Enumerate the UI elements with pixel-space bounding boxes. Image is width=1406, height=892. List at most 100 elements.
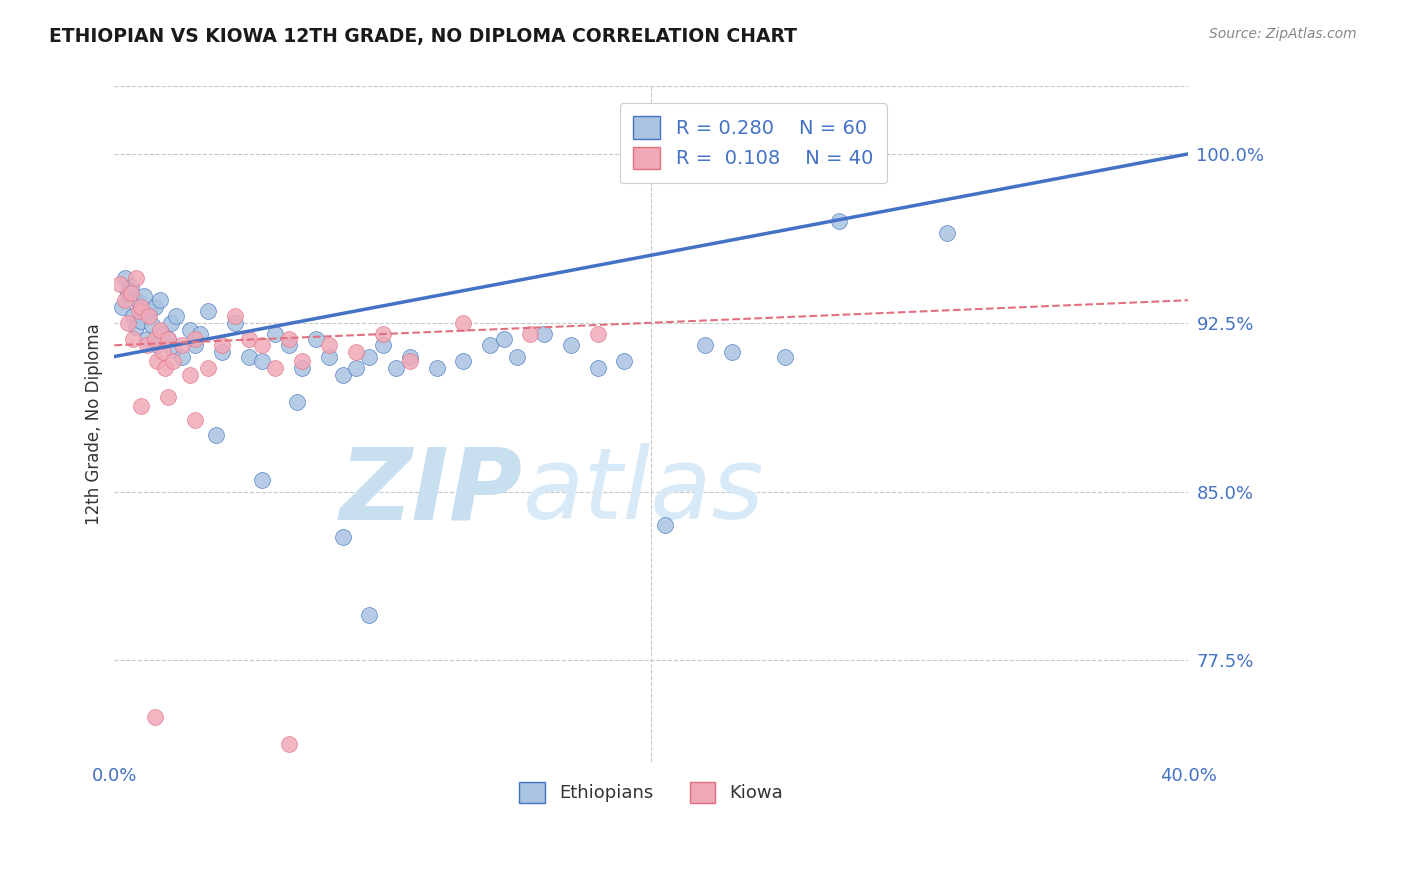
Point [135,338,157,352]
Point [586,360,609,375]
Point [277,338,299,352]
Point [519,326,541,341]
Point [533,326,555,341]
Point [197,304,219,318]
Point [141,318,163,332]
Point [332,368,354,382]
Point [129,313,152,327]
Point [143,300,166,314]
Point [162,354,184,368]
Point [122,309,145,323]
Point [305,331,328,345]
Point [184,331,207,345]
Point [453,354,475,368]
Point [398,350,420,364]
Point [344,360,367,375]
Point [128,304,150,318]
Point [108,277,131,292]
Point [120,279,142,293]
Point [224,309,246,323]
Point [775,350,797,364]
Point [250,474,273,488]
Point [224,316,246,330]
Point [132,289,155,303]
Point [560,338,582,352]
Point [318,338,340,352]
Point [264,326,287,341]
Text: Source: ZipAtlas.com: Source: ZipAtlas.com [1209,27,1357,41]
Point [344,345,367,359]
Point [162,343,184,357]
Point [693,338,716,352]
Point [125,270,148,285]
Point [170,350,193,364]
Point [129,300,152,314]
Point [184,412,207,426]
Point [371,326,394,341]
Point [143,331,166,345]
Point [613,354,636,368]
Point [138,309,160,323]
Point [143,710,166,724]
Point [165,309,187,323]
Point [332,530,354,544]
Point [359,608,381,623]
Point [720,345,742,359]
Point [114,293,136,308]
Point [197,360,219,375]
Point [211,338,233,352]
Point [125,320,148,334]
Text: ETHIOPIAN VS KIOWA 12TH GRADE, NO DIPLOMA CORRELATION CHART: ETHIOPIAN VS KIOWA 12TH GRADE, NO DIPLOM… [49,27,797,45]
Point [157,390,180,404]
Point [117,286,139,301]
Point [425,360,447,375]
Point [146,338,169,352]
Point [188,326,211,341]
Point [184,338,207,352]
Legend: Ethiopians, Kiowa: Ethiopians, Kiowa [509,771,794,814]
Y-axis label: 12th Grade, No Diploma: 12th Grade, No Diploma [86,323,103,524]
Point [828,214,851,228]
Point [277,331,299,345]
Point [238,331,260,345]
Point [250,354,273,368]
Point [152,326,174,341]
Point [211,345,233,359]
Point [120,286,142,301]
Text: atlas: atlas [523,443,763,541]
Point [654,518,676,533]
Point [170,338,193,352]
Point [117,316,139,330]
Point [138,304,160,318]
Point [111,300,134,314]
Point [385,360,408,375]
Point [179,322,201,336]
Point [205,428,228,442]
Point [114,270,136,285]
Point [291,354,314,368]
Point [159,316,181,330]
Text: ZIP: ZIP [339,443,523,541]
Point [157,331,180,345]
Point [506,350,529,364]
Point [371,338,394,352]
Point [479,338,502,352]
Point [129,399,152,413]
Point [586,326,609,341]
Point [238,350,260,364]
Point [291,360,314,375]
Point [359,350,381,364]
Point [128,295,150,310]
Point [277,737,299,751]
Point [155,360,177,375]
Point [285,394,308,409]
Point [122,331,145,345]
Point [264,360,287,375]
Point [492,331,515,345]
Point [146,354,169,368]
Point [152,345,174,359]
Point [149,293,172,308]
Point [179,368,201,382]
Point [250,338,273,352]
Point [398,354,420,368]
